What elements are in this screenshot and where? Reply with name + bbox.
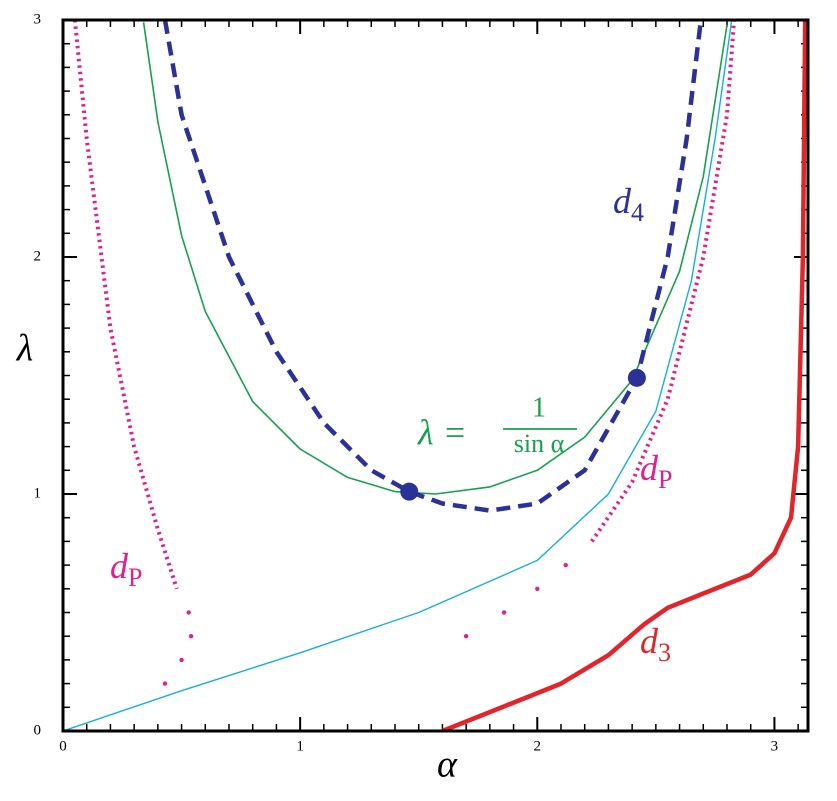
annotation: d3 — [640, 621, 671, 667]
annotation-sub: 4 — [631, 198, 644, 227]
point — [627, 368, 646, 387]
point — [400, 482, 419, 501]
annotation: d4 — [613, 181, 644, 227]
x-axis-label: α — [437, 744, 458, 786]
plot-frame — [61, 18, 810, 733]
point — [563, 562, 568, 568]
series-line — [63, 20, 733, 731]
x-tick-label: 3 — [771, 738, 779, 754]
point — [463, 634, 469, 639]
annotation-den: sin α — [514, 429, 565, 458]
y-tick-label: 1 — [34, 485, 42, 501]
annotation-sub: 3 — [658, 638, 671, 667]
annotation-num: 1 — [532, 392, 546, 423]
x-tick-label: 0 — [59, 738, 67, 754]
annotation-lhs: λ = — [417, 412, 467, 452]
x-tick-label: 2 — [534, 738, 542, 754]
annotation: dP — [640, 448, 672, 494]
series-line — [441, 20, 808, 731]
x-tick-label: 1 — [296, 738, 304, 754]
point — [535, 586, 540, 591]
annotation-sub: P — [658, 465, 672, 494]
annotation-base: d — [640, 621, 659, 661]
annotation-sub: P — [128, 563, 142, 592]
annotation-base: d — [110, 546, 129, 586]
annotation-base: d — [640, 448, 659, 488]
series-line — [162, 20, 704, 513]
y-tick-label: 3 — [34, 11, 42, 27]
annotation: dP — [110, 546, 142, 592]
point — [186, 610, 191, 615]
point — [162, 681, 168, 686]
series-line — [590, 20, 737, 543]
annotation-base: d — [613, 181, 632, 221]
point — [179, 657, 184, 663]
y-axis-label: λ — [16, 328, 33, 370]
y-tick-label: 0 — [34, 722, 42, 738]
point — [188, 634, 194, 639]
point — [501, 610, 507, 615]
plot-area — [63, 20, 808, 731]
series-line — [72, 20, 179, 590]
y-tick-label: 2 — [34, 248, 42, 264]
